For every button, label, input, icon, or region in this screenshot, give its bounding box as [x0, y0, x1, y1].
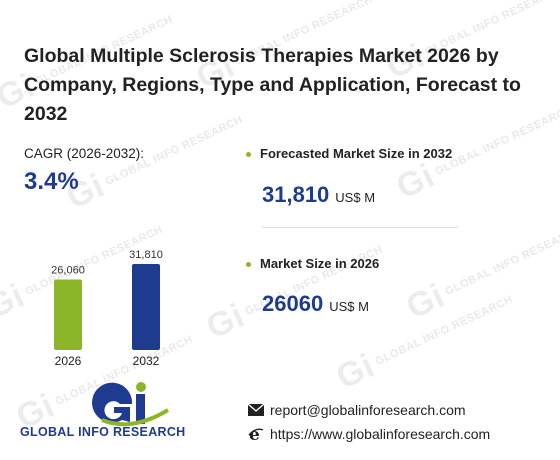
bullet-icon	[246, 262, 251, 268]
contact-email[interactable]: report@globalinforesearch.com	[270, 402, 466, 418]
market-label: Market Size in 2026	[260, 256, 380, 271]
market-value-row: 26060 US$ M	[262, 291, 369, 317]
bar-2032	[132, 264, 160, 350]
stats-divider	[262, 227, 458, 228]
forecast-label: Forecasted Market Size in 2032	[260, 146, 453, 161]
svg-text:e: e	[249, 426, 260, 442]
page-title: Global Multiple Sclerosis Therapies Mark…	[24, 45, 521, 125]
cagr-label: CAGR (2026-2032):	[24, 146, 145, 161]
envelope-icon	[247, 403, 266, 419]
contact-web-row[interactable]: e https://www.globalinforesearch.com	[248, 425, 491, 445]
internet-explorer-icon: e	[248, 425, 266, 445]
forecast-value: 31,810	[262, 182, 330, 207]
contact-website[interactable]: https://www.globalinforesearch.com	[270, 426, 491, 443]
x-tick-label: 2026	[55, 354, 82, 368]
global-info-research-logo	[92, 382, 170, 427]
x-tick-label: 2032	[133, 354, 160, 368]
bullet-icon	[246, 152, 251, 158]
contact-email-row[interactable]: report@globalinforesearch.com	[247, 402, 466, 419]
market-value: 26060	[262, 291, 324, 316]
bar-value-label: 26,060	[51, 265, 85, 277]
forecast-value-row: 31,810 US$ M	[262, 182, 375, 208]
market-size-bar-chart: 26,060 2026 31,810 2032	[20, 232, 220, 372]
watermark: GiGLOBAL INFO RESEARCH	[200, 243, 385, 347]
bar-chart-svg: 26,060 2026 31,810 2032	[51, 249, 163, 368]
market-unit: US$ M	[329, 299, 369, 314]
market-label-row: Market Size in 2026	[246, 256, 379, 271]
bar-value-label: 31,810	[129, 249, 163, 261]
logo-text: GLOBAL INFO RESEARCH	[20, 425, 186, 439]
forecast-label-row: Forecasted Market Size in 2032	[246, 146, 452, 161]
forecast-unit: US$ M	[335, 190, 376, 205]
bar-2026	[54, 279, 82, 350]
cagr-value: 3.4%	[24, 168, 79, 195]
